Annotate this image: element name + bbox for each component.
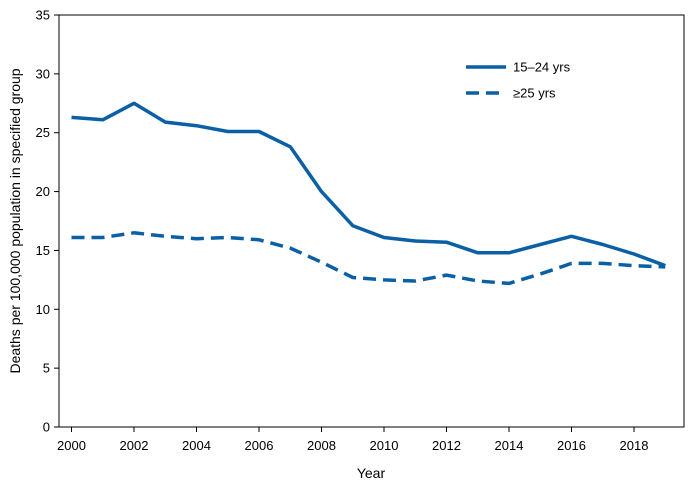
y-tick-label: 5	[43, 361, 50, 376]
y-tick-label: 25	[36, 125, 50, 140]
x-tick-label: 2004	[182, 438, 211, 453]
series-line-2	[71, 231, 666, 286]
y-axis-title: Deaths per 100,000 population in specifi…	[7, 68, 23, 373]
y-tick-label: 10	[36, 302, 50, 317]
x-tick-label: 2006	[245, 438, 274, 453]
legend-label-1: 15–24 yrs	[513, 60, 571, 75]
series-layer	[71, 101, 666, 286]
x-tick-label: 2010	[370, 438, 399, 453]
x-tick-label: 2000	[57, 438, 86, 453]
legend-label-2: ≥25 yrs	[513, 86, 556, 101]
x-axis: 2000 2002 2004 2006 2008 2010 2012 2014 2016 2018	[57, 427, 648, 453]
y-tick-label: 15	[36, 243, 50, 258]
x-tick-label: 2014	[495, 438, 524, 453]
x-tick-label: 2012	[432, 438, 461, 453]
x-tick-label: 2008	[307, 438, 336, 453]
legend: 15–24 yrs ≥25 yrs	[466, 60, 571, 101]
y-tick-label: 35	[36, 8, 50, 23]
y-tick-label: 0	[43, 420, 50, 435]
x-tick-label: 2016	[557, 438, 586, 453]
plot-frame	[58, 14, 685, 428]
x-tick-label: 2018	[620, 438, 649, 453]
y-axis: 0 5 10 15 20 25 30 35	[36, 8, 59, 435]
x-tick-label: 2002	[120, 438, 149, 453]
series-line-1	[71, 101, 666, 268]
y-tick-label: 30	[36, 66, 50, 81]
y-tick-label: 20	[36, 184, 50, 199]
x-axis-title: Year	[357, 465, 386, 481]
